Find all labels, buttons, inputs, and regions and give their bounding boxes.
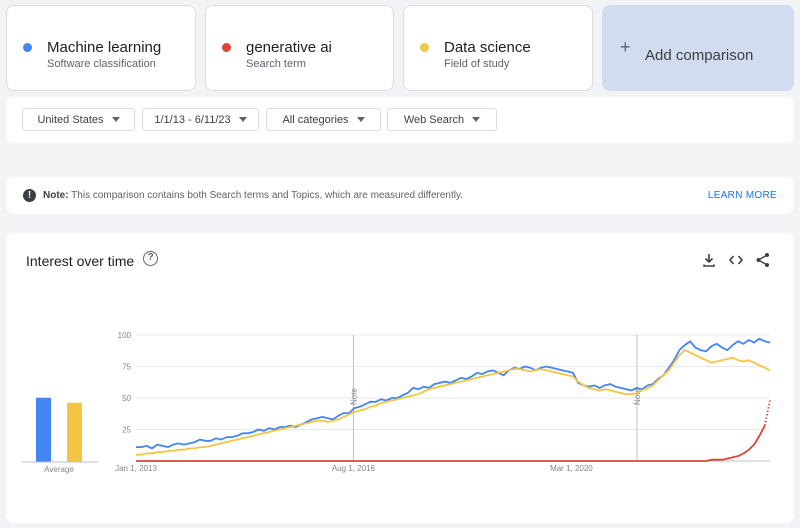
caret-down-icon — [111, 117, 120, 122]
date-range-select[interactable]: 1/1/13 - 6/11/23 — [142, 108, 259, 131]
average-label: Average — [44, 465, 74, 474]
term-card-generative-ai[interactable]: generative ai Search term — [205, 5, 394, 91]
add-comparison-label: Add comparison — [645, 47, 754, 64]
caret-down-icon — [472, 117, 481, 122]
series-line-data-science — [136, 349, 771, 456]
series-line-generative-ai — [136, 425, 766, 462]
date-range-value: 1/1/13 - 6/11/23 — [154, 113, 231, 126]
x-tick-label: Jan 1, 2013 — [115, 464, 157, 473]
x-tick-label: Aug 1, 2016 — [332, 464, 376, 473]
caret-down-icon — [356, 117, 365, 122]
note-marker-label: Note — [349, 388, 358, 405]
term-name: generative ai — [246, 39, 332, 56]
note-label: Note: — [43, 190, 69, 201]
term-name: Machine learning — [47, 39, 162, 56]
y-tick-label: 100 — [118, 331, 132, 340]
y-tick-label: 50 — [122, 394, 131, 403]
note-message: This comparison contains both Search ter… — [71, 190, 464, 201]
series-color-dot — [23, 43, 32, 52]
note-text: Note: This comparison contains both Sear… — [43, 190, 463, 201]
note-marker-label: Note — [633, 388, 642, 405]
region-select[interactable]: United States — [22, 108, 135, 131]
help-icon[interactable]: ? — [143, 251, 158, 266]
download-icon[interactable] — [700, 251, 718, 269]
add-comparison-button[interactable]: + Add comparison — [602, 5, 794, 91]
series-line-machine-learning — [136, 337, 771, 450]
y-tick-label: 25 — [122, 426, 131, 435]
category-value: All categories — [282, 113, 349, 126]
learn-more-link[interactable]: LEARN MORE — [707, 190, 777, 201]
term-name: Data science — [444, 39, 531, 56]
average-bar-machine-learning — [36, 397, 51, 462]
embed-icon[interactable] — [727, 251, 745, 269]
term-type: Field of study — [444, 58, 510, 70]
term-type: Software classification — [47, 58, 156, 70]
average-bar-data-science — [67, 402, 82, 462]
term-card-data-science[interactable]: Data science Field of study — [403, 5, 593, 91]
plus-icon: + — [620, 37, 631, 57]
series-partial-generative-ai — [763, 400, 771, 426]
y-tick-label: 75 — [122, 363, 131, 372]
interest-over-time-card: Interest over time ? 25 50 75 100 Jan 1, 201… — [6, 233, 794, 523]
share-icon[interactable] — [754, 251, 772, 269]
filter-bar: United States 1/1/13 - 6/11/23 All categ… — [6, 97, 794, 143]
region-value: United States — [37, 113, 104, 126]
search-type-select[interactable]: Web Search — [387, 108, 497, 131]
search-type-value: Web Search — [403, 113, 465, 126]
chart-title: Interest over time — [26, 253, 135, 269]
series-color-dot — [420, 43, 429, 52]
category-select[interactable]: All categories — [266, 108, 381, 131]
term-type: Search term — [246, 58, 306, 70]
term-card-machine-learning[interactable]: Machine learning Software classification — [6, 5, 196, 91]
series-color-dot — [222, 43, 231, 52]
interest-chart: 25 50 75 100 Jan 1, 2013 Aug 1, 2016 Mar 1, 20… — [22, 331, 771, 474]
note-banner: ! Note: This comparison contains both Se… — [6, 177, 794, 214]
caret-down-icon — [238, 117, 247, 122]
info-icon: ! — [23, 189, 36, 202]
x-tick-label: Mar 1, 2020 — [550, 464, 593, 473]
